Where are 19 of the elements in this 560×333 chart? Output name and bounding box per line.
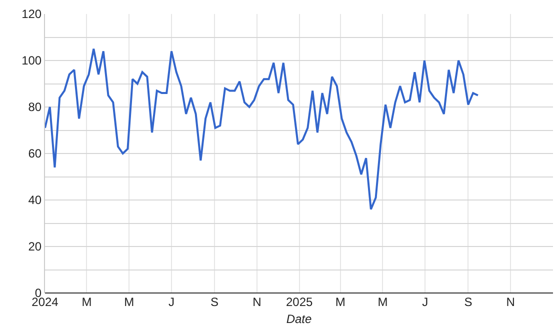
y-tick-label: 60 — [28, 146, 42, 161]
line-series — [45, 48, 479, 210]
y-tick-label: 120 — [22, 7, 42, 22]
x-tick-label: J — [422, 295, 428, 309]
x-tick-label: M — [124, 295, 134, 309]
x-tick-label: M — [82, 295, 92, 309]
x-tick-label: N — [506, 295, 515, 309]
x-tick-label: M — [378, 295, 388, 309]
x-tick-label: J — [168, 295, 174, 309]
y-tick-label: 100 — [22, 54, 42, 68]
x-axis-title: Date — [286, 312, 312, 326]
x-tick-label: S — [464, 295, 472, 309]
x-tick-label: 2025 — [286, 295, 314, 309]
x-tick-label: N — [252, 295, 262, 309]
y-tick-label: 20 — [28, 240, 42, 254]
x-tick-label: M — [335, 295, 346, 309]
y-tick-label: 40 — [28, 193, 42, 208]
y-tick-label: 80 — [28, 100, 42, 114]
x-tick-label: S — [210, 295, 219, 309]
